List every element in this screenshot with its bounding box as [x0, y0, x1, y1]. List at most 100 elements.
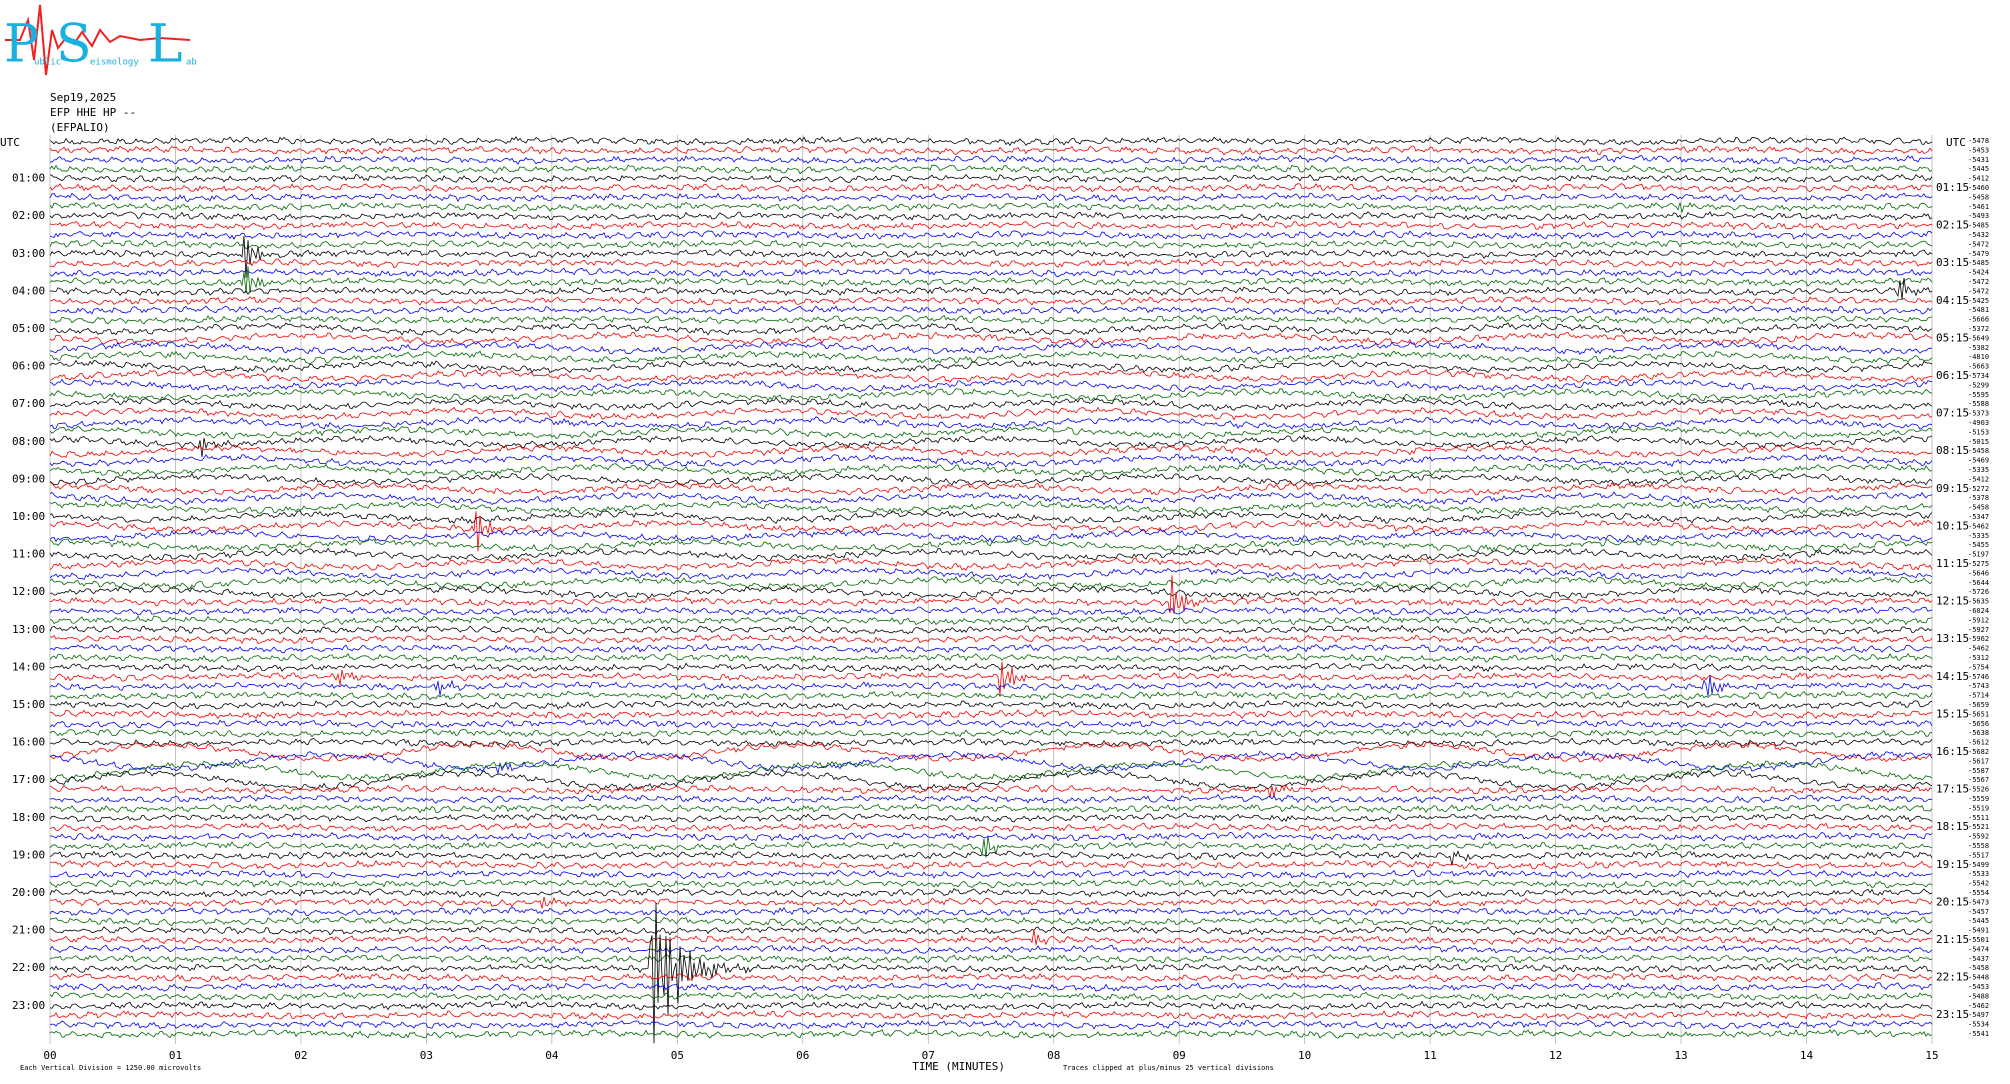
hour-label-right: 01:15	[1936, 181, 1969, 194]
offset-label: -5335	[1968, 466, 1989, 474]
offset-label: -5462	[1968, 522, 1989, 530]
logo-letter: S	[56, 15, 92, 75]
trace	[49, 220, 1933, 231]
trace	[49, 643, 1933, 654]
offset-label: -5511	[1968, 814, 1989, 822]
offset-label: -5554	[1968, 889, 1989, 897]
trace	[49, 388, 1933, 402]
trace	[49, 916, 1933, 927]
trace	[49, 925, 1933, 936]
x-tick-label: 15	[1925, 1049, 1938, 1062]
trace	[49, 340, 1933, 355]
logo: P S L ublic eismology ab	[4, 4, 197, 76]
offset-label: -5559	[1968, 795, 1989, 803]
hour-label: 21:00	[12, 924, 45, 937]
hour-label-right: 02:15	[1936, 219, 1969, 232]
hour-label: 13:00	[12, 623, 45, 636]
hour-label-right: 21:15	[1936, 933, 1969, 946]
trace	[49, 511, 1933, 552]
trace	[49, 235, 1933, 278]
trace	[49, 1019, 1933, 1030]
offset-label: -5472	[1968, 240, 1989, 248]
hour-label-right: 05:15	[1936, 331, 1969, 344]
offset-label: -5912	[1968, 616, 1989, 624]
trace	[49, 481, 1932, 496]
trace	[49, 896, 1933, 909]
hour-label: 11:00	[12, 548, 45, 561]
offset-label: -5461	[1968, 203, 1989, 211]
offset-label: -5448	[1968, 974, 1989, 982]
offset-label: -5746	[1968, 673, 1989, 681]
offset-label: -5455	[1968, 541, 1989, 549]
offset-label: -5472	[1968, 278, 1989, 286]
trace	[49, 277, 1933, 300]
trace	[49, 145, 1933, 156]
trace	[49, 769, 1933, 792]
offset-label: -5499	[1968, 861, 1989, 869]
offset-label: -5587	[1968, 767, 1989, 775]
offset-label: -5424	[1968, 269, 1989, 277]
hour-label-right: 22:15	[1936, 971, 1969, 984]
offset-label: -5457	[1968, 908, 1989, 916]
offset-label: -5646	[1968, 569, 1989, 577]
x-axis-label: TIME (MINUTES)	[912, 1060, 1005, 1073]
trace	[49, 835, 1933, 858]
offset-label: -5472	[1968, 287, 1989, 295]
x-tick-label: 12	[1549, 1049, 1562, 1062]
x-tick-label: 02	[294, 1049, 307, 1062]
hour-label: 23:00	[12, 999, 45, 1012]
offset-label: -5617	[1968, 757, 1989, 765]
trace	[49, 803, 1933, 814]
trace	[49, 902, 1933, 1044]
logo-letter: L	[148, 15, 183, 75]
trace	[49, 444, 1932, 458]
x-tick-label: 00	[43, 1049, 56, 1062]
logo-wave	[5, 4, 191, 76]
offset-label: -5962	[1968, 635, 1989, 643]
offset-label: -4903	[1968, 419, 1989, 427]
hour-label: 16:00	[12, 736, 45, 749]
hour-label: 14:00	[12, 660, 45, 673]
hour-label-right: 12:15	[1936, 595, 1969, 608]
offset-label: -5347	[1968, 513, 1989, 521]
offset-label: -5373	[1968, 410, 1989, 418]
trace	[49, 397, 1933, 412]
hour-label: 20:00	[12, 886, 45, 899]
trace	[49, 972, 1933, 983]
trace	[49, 675, 1933, 697]
offset-label: -5372	[1968, 325, 1989, 333]
offset-label: -5015	[1968, 438, 1989, 446]
hour-label: 02:00	[12, 209, 45, 222]
trace	[49, 239, 1933, 250]
offset-label: -5517	[1968, 851, 1989, 859]
trace	[49, 859, 1933, 870]
trace	[49, 906, 1933, 917]
trace	[49, 831, 1933, 842]
offset-label: -5462	[1968, 645, 1989, 653]
trace	[49, 136, 1933, 147]
trace	[49, 741, 1933, 763]
station: (EFPALIO)	[50, 121, 110, 134]
trace	[49, 453, 1933, 468]
trace	[49, 793, 1933, 804]
x-tick-label: 05	[671, 1049, 684, 1062]
trace	[49, 510, 1933, 525]
offset-label: -5595	[1968, 391, 1989, 399]
trace	[49, 538, 1933, 553]
offset-label: -5743	[1968, 682, 1989, 690]
offset-label: -5431	[1968, 156, 1989, 164]
trace	[49, 869, 1933, 880]
trace	[49, 606, 1933, 616]
trace	[49, 750, 1933, 775]
trace	[49, 661, 1933, 696]
trace	[49, 1009, 1933, 1021]
offset-label: -5488	[1968, 992, 1989, 1000]
offset-label: -5656	[1968, 720, 1989, 728]
trace	[49, 887, 1933, 898]
trace	[49, 652, 1933, 663]
offset-label: -5649	[1968, 334, 1989, 342]
logo-small: eismology	[90, 58, 139, 68]
offset-label: -5462	[1968, 1002, 1989, 1010]
